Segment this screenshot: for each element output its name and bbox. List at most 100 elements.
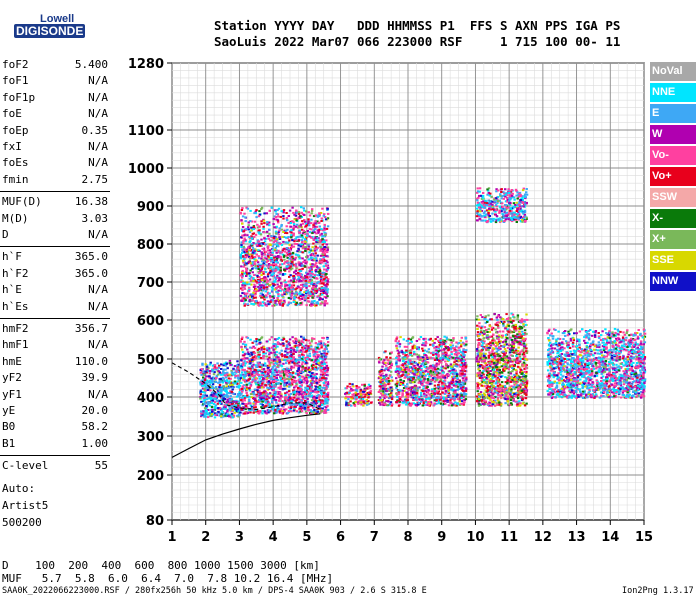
echo-point [447,381,450,384]
echo-point [382,402,385,405]
echo-point [476,390,479,393]
echo-point [414,391,417,394]
echo-point [447,373,450,376]
echo-point [455,354,459,357]
echo-point [225,393,228,396]
param-value: 1.00 [81,436,109,450]
echo-point [224,414,227,417]
echo-point [459,369,462,372]
echo-point [517,389,520,392]
echo-point [451,383,454,386]
echo-point [287,406,291,409]
echo-point [303,396,306,399]
echo-point [460,403,463,405]
echo-point [243,399,246,402]
echo-point [449,372,453,375]
echo-point [291,361,294,364]
echo-point [315,400,318,403]
echo-point [306,400,310,403]
echo-point [301,397,305,400]
echo-point [458,381,461,384]
echo-point [385,367,388,370]
echo-point [230,371,234,374]
echo-point [226,395,229,398]
echo-point [294,360,297,363]
echo-point [308,394,311,397]
echo-point [454,389,457,392]
echo-point [207,397,210,400]
echo-point [308,383,312,386]
echo-point [414,404,418,406]
echo-point [395,392,398,395]
echo-point [381,379,384,382]
echo-point [260,366,263,368]
echo-point [460,400,464,403]
echo-point [433,402,436,405]
echo-point [441,403,444,406]
echo-point [301,359,304,362]
echo-point [398,400,401,403]
echo-point [431,343,435,346]
echo-point [275,401,278,404]
echo-point [435,362,438,365]
echo-point [263,348,266,351]
echo-point [232,404,235,407]
echo-point [307,406,310,409]
echo-point [242,378,245,381]
param-value: N/A [88,228,108,241]
y-tick-label: 200 [137,469,164,484]
echo-point [390,376,393,379]
echo-point [290,403,294,406]
echo-point [394,369,398,372]
echo-point [458,374,462,376]
echo-point [274,338,277,341]
echo-point [297,378,301,381]
echo-point [312,411,315,414]
echo-point [367,396,370,399]
param-value: N/A [88,338,108,352]
echo-point [316,409,319,412]
echo-point [424,354,427,357]
echo-point [349,385,352,388]
echo-point [429,370,432,373]
echo-point [516,384,519,387]
echo-point [275,360,279,363]
echo-point [437,354,440,357]
echo-point [507,403,510,406]
echo-point [454,364,457,367]
echo-point [417,357,420,360]
param-separator [0,318,110,319]
echo-point [399,396,403,399]
echo-point [224,376,228,379]
echo-point [422,372,425,375]
echo-point [443,335,446,338]
echo-point [279,385,282,388]
echo-point [237,374,240,377]
echo-point [455,395,458,398]
echo-point [211,399,215,402]
echo-point [383,381,386,384]
echo-point [460,387,463,390]
echo-point [284,394,287,397]
echo-point [458,399,462,402]
echo-point [259,396,262,399]
echo-point [483,394,487,397]
echo-point [345,400,348,403]
echo-point [418,338,421,341]
y-tick-label: 1000 [128,162,164,177]
echo-point [308,342,312,345]
echo-point [482,381,486,384]
echo-point [281,355,284,358]
echo-point [510,312,513,315]
echo-point [455,363,458,366]
echo-point [268,396,271,399]
echo-point [399,383,403,385]
echo-point [277,399,281,402]
echo-point [379,390,383,392]
param-row: fxI N/A [2,140,108,157]
echo-point [258,355,261,358]
echo-point [503,353,506,356]
echo-point [268,356,271,359]
echo-point [246,403,249,405]
echo-point [461,369,464,372]
